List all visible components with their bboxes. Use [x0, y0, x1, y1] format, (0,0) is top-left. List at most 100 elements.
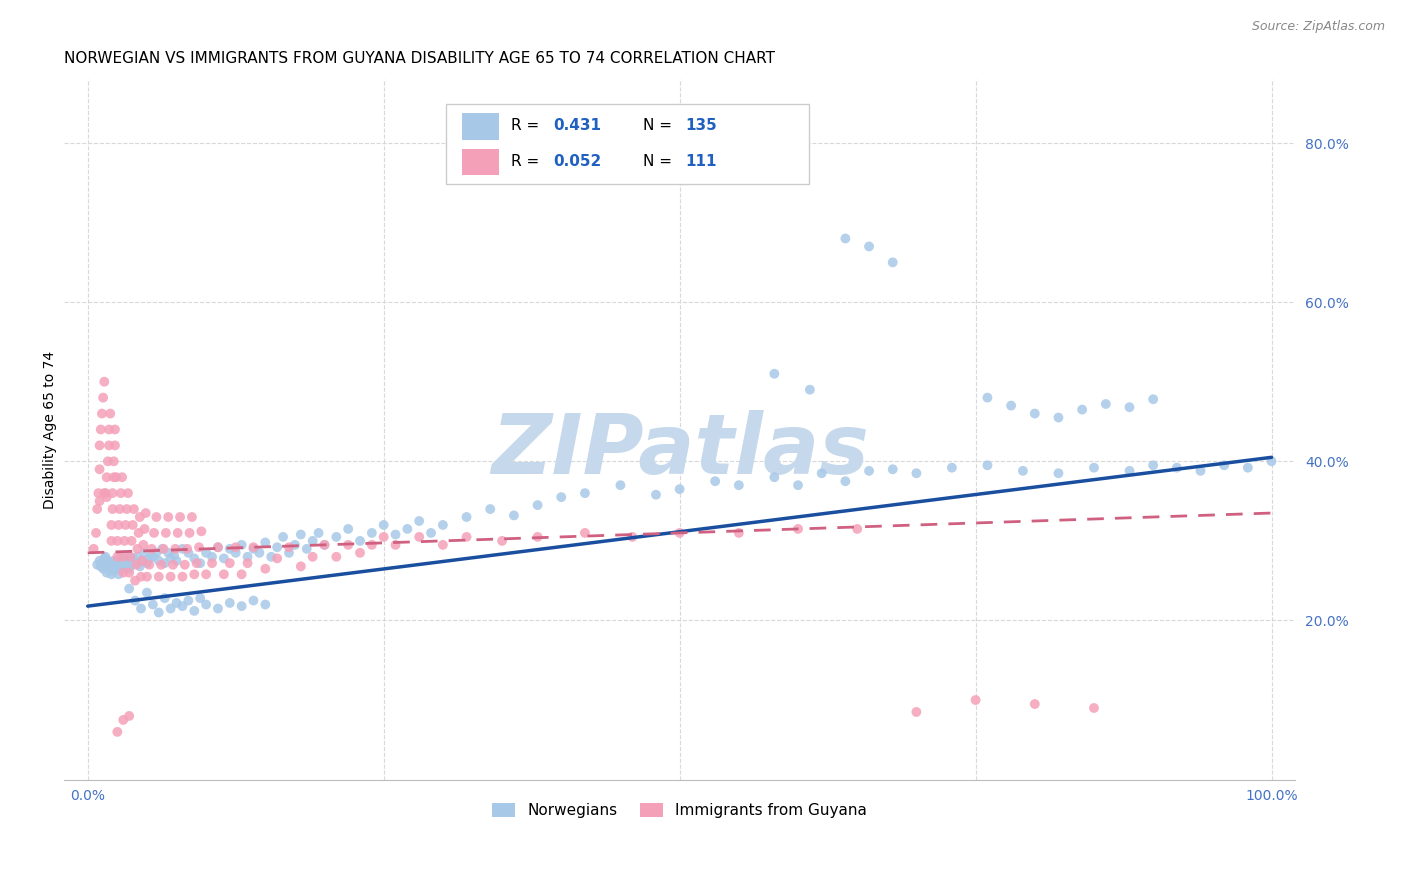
Point [148, 554, 170, 568]
Point [1083, 460, 1105, 475]
Point [138, 558, 160, 572]
Point [247, 546, 270, 560]
Point [100, 567, 122, 582]
Point [118, 709, 141, 723]
Point [89, 462, 111, 476]
Text: 0.431: 0.431 [553, 119, 600, 134]
Point [337, 522, 360, 536]
Point [491, 533, 513, 548]
Point [98, 559, 121, 574]
Point [162, 558, 184, 572]
Point [172, 570, 194, 584]
Point [1118, 400, 1140, 414]
Point [195, 546, 218, 560]
Point [645, 488, 668, 502]
Point [115, 558, 138, 572]
Point [159, 551, 181, 566]
Point [101, 558, 124, 572]
Point [456, 510, 478, 524]
Point [308, 525, 330, 540]
Point [110, 549, 132, 564]
Point [121, 558, 143, 572]
Point [456, 530, 478, 544]
Point [242, 541, 264, 556]
Text: NORWEGIAN VS IMMIGRANTS FROM GUYANA DISABILITY AGE 65 TO 74 CORRELATION CHART: NORWEGIAN VS IMMIGRANTS FROM GUYANA DISA… [65, 51, 775, 66]
Point [152, 541, 174, 556]
Point [179, 525, 201, 540]
Legend: Norwegians, Immigrants from Guyana: Norwegians, Immigrants from Guyana [486, 797, 873, 824]
Point [965, 693, 987, 707]
Point [128, 559, 150, 574]
Point [763, 367, 786, 381]
Point [84, 525, 107, 540]
Point [834, 474, 856, 488]
Point [526, 498, 548, 512]
Point [314, 538, 336, 552]
Point [201, 556, 224, 570]
Point [172, 599, 194, 614]
Point [150, 558, 173, 572]
Point [98, 558, 121, 572]
Point [225, 541, 247, 555]
Point [1024, 407, 1046, 421]
Point [100, 533, 122, 548]
Point [145, 510, 167, 524]
Point [97, 454, 120, 468]
Point [128, 510, 150, 524]
Point [94, 486, 117, 500]
Point [127, 549, 149, 564]
Point [254, 598, 277, 612]
Text: 0.052: 0.052 [553, 153, 602, 169]
Point [105, 556, 128, 570]
Point [96, 490, 118, 504]
Point [127, 541, 149, 556]
Point [207, 541, 229, 555]
Point [242, 541, 264, 555]
Point [120, 554, 142, 568]
Point [526, 530, 548, 544]
Point [1260, 454, 1282, 468]
Point [112, 713, 135, 727]
Point [384, 527, 406, 541]
Point [621, 530, 644, 544]
Point [183, 551, 205, 566]
Point [124, 574, 146, 588]
Point [101, 502, 124, 516]
Point [142, 598, 165, 612]
Point [349, 546, 371, 560]
Point [163, 548, 186, 562]
Point [114, 554, 136, 568]
Point [122, 502, 145, 516]
Point [118, 562, 141, 576]
Point [83, 541, 105, 556]
Point [1142, 458, 1164, 473]
Point [834, 231, 856, 245]
Point [1189, 464, 1212, 478]
Point [89, 494, 111, 508]
Point [172, 541, 194, 556]
Point [373, 530, 395, 544]
Point [114, 533, 136, 548]
FancyBboxPatch shape [461, 149, 499, 175]
Point [236, 556, 259, 570]
Point [117, 486, 139, 500]
Text: N =: N = [643, 119, 676, 134]
Point [337, 538, 360, 552]
Point [121, 551, 143, 566]
Point [132, 538, 155, 552]
Point [104, 422, 127, 436]
Point [136, 570, 159, 584]
Point [148, 606, 170, 620]
Point [91, 562, 114, 576]
Point [1166, 460, 1188, 475]
Point [976, 391, 998, 405]
Text: 111: 111 [686, 153, 717, 169]
Point [153, 556, 176, 570]
Point [136, 556, 159, 570]
Point [668, 482, 690, 496]
Point [93, 375, 115, 389]
Point [86, 558, 108, 572]
Point [284, 538, 307, 552]
Point [1000, 399, 1022, 413]
Point [118, 566, 141, 580]
